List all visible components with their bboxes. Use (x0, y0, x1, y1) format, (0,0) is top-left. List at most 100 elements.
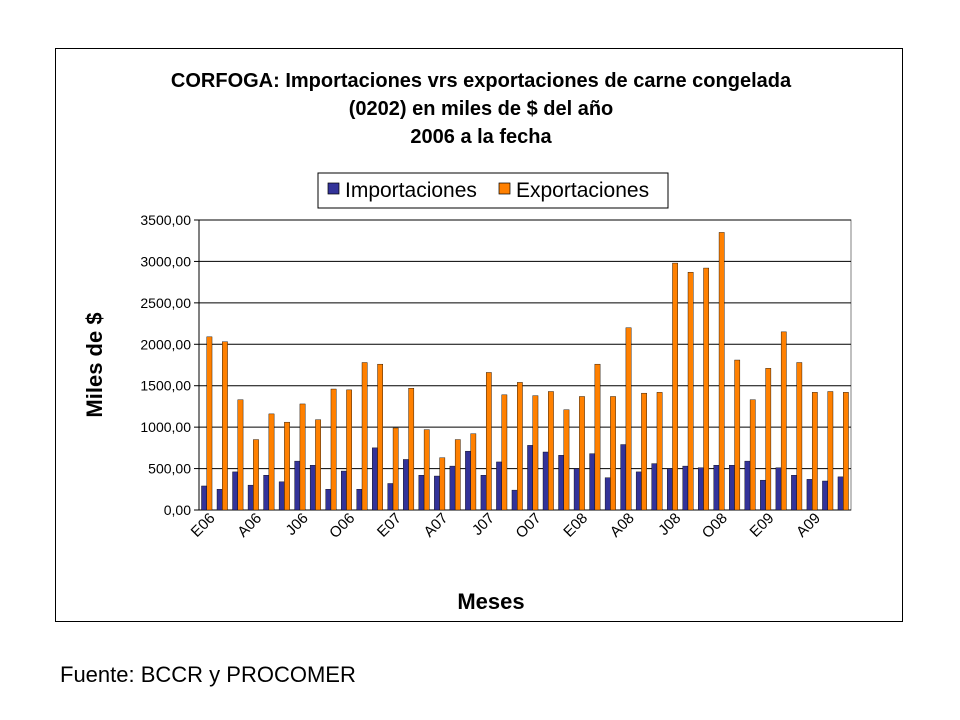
chart-title-line-3: 2006 a la fecha (410, 126, 552, 148)
bar-exportaciones (780, 331, 787, 511)
bar-importaciones (496, 461, 502, 511)
x-tick-labels: E06 A06 J06 O06 E07 A07 J07 O07 E08 A08 J08 O08 E09 A… (188, 510, 824, 542)
bar-exportaciones (454, 439, 461, 511)
bar-importaciones (604, 477, 611, 511)
bar-exportaciones (408, 388, 415, 511)
legend-label-exportaciones: Exportaciones (516, 179, 649, 202)
bar-exportaciones (765, 368, 772, 511)
bar-importaciones (434, 475, 440, 511)
bar-importaciones (822, 480, 828, 511)
source-note: Fuente: BCCR y PROCOMER (60, 662, 356, 687)
bar-importaciones (620, 444, 627, 511)
y-tick-label: 500,00 (148, 461, 191, 477)
bar-exportaciones (749, 399, 756, 511)
legend-swatch-importaciones (327, 182, 340, 195)
bar-importaciones (294, 460, 301, 511)
bar-importaciones (527, 445, 533, 511)
x-tick-label: O07 (513, 510, 545, 542)
bar-exportaciones (687, 271, 694, 511)
bar-exportaciones (672, 262, 678, 511)
y-tick-label: 2000,00 (140, 336, 191, 352)
bar-exportaciones (796, 362, 803, 511)
bar-exportaciones (718, 232, 725, 511)
bar-importaciones (278, 481, 285, 511)
bar-exportaciones (206, 336, 213, 511)
bar-exportaciones (346, 389, 352, 511)
y-tick-label: 3000,00 (140, 253, 191, 269)
y-tick-label: 2500,00 (140, 295, 191, 311)
legend-swatch-exportaciones (498, 182, 511, 195)
bar-importaciones (791, 475, 797, 511)
plot-background (198, 219, 852, 511)
y-tick-label: 3500,00 (140, 212, 191, 228)
bar-exportaciones (703, 267, 710, 511)
x-tick-label: A07 (421, 510, 452, 541)
legend-box (317, 172, 669, 209)
bar-exportaciones (423, 429, 430, 511)
x-tick-label: E06 (188, 510, 219, 541)
x-tick-label: A06 (234, 510, 265, 541)
bar-exportaciones (392, 427, 399, 511)
bar-exportaciones (237, 399, 244, 511)
bar-exportaciones (641, 392, 647, 511)
bar-importaciones (216, 489, 223, 511)
bar-importaciones (263, 475, 270, 511)
legend-label-importaciones: Importaciones (345, 179, 477, 202)
legend: Importaciones Exportaciones (317, 172, 669, 209)
bar-exportaciones (315, 419, 321, 511)
gridlines (194, 219, 851, 511)
x-axis-title: Meses (457, 589, 524, 614)
bar-importaciones (744, 460, 751, 511)
bar-exportaciones (299, 403, 306, 511)
x-tick-label: O06 (326, 510, 358, 542)
bar-exportaciones (734, 359, 741, 511)
bar-importaciones (589, 453, 596, 511)
x-tick-label: O08 (699, 510, 731, 542)
bar-importaciones (635, 471, 642, 511)
bar-exportaciones (222, 341, 228, 511)
chart-frame: CORFOGA: Importaciones vrs exportaciones… (55, 48, 903, 622)
bar-importaciones (573, 468, 580, 511)
bar-exportaciones (517, 382, 523, 511)
x-tick-label: J07 (469, 510, 498, 539)
bar-importaciones (542, 451, 549, 511)
bar-exportaciones (377, 363, 384, 511)
bar-importaciones (356, 489, 363, 511)
bar-exportaciones (268, 413, 275, 511)
y-tick-labels: 0,00 500,00 1000,00 1500,00 2000,00 2500,00 30… (140, 212, 191, 518)
bar-importaciones (682, 465, 689, 511)
bar-importaciones (418, 475, 425, 511)
bar-importaciones (340, 470, 347, 511)
x-tick-label: E08 (560, 510, 591, 541)
bar-exportaciones (361, 362, 368, 511)
bar-importaciones (511, 489, 518, 511)
bar-importaciones (325, 489, 332, 511)
bar-exportaciones (548, 391, 554, 511)
x-tick-label: E09 (747, 510, 778, 541)
bar-exportaciones (563, 409, 570, 511)
x-tick-label: A08 (607, 510, 638, 541)
chart-title-line-2: (0202) en miles de $ del año (349, 98, 614, 120)
bar-importaciones (480, 475, 487, 511)
chart-svg: CORFOGA: Importaciones vrs exportaciones… (82, 70, 852, 614)
bar-importaciones (651, 463, 658, 511)
bar-exportaciones (532, 395, 539, 511)
bar-importaciones (201, 485, 207, 511)
y-tick-label: 1500,00 (140, 378, 191, 394)
plot-area: 0,00 500,00 1000,00 1500,00 2000,00 2500,00 30… (140, 212, 852, 542)
x-tick-label: A09 (793, 510, 824, 541)
bar-exportaciones (610, 396, 616, 511)
bar-importaciones (713, 465, 720, 511)
bar-importaciones (775, 467, 782, 511)
y-axis-title: Miles de $ (82, 312, 107, 417)
bar-importaciones (387, 483, 394, 511)
bar-importaciones (666, 468, 673, 511)
bar-importaciones (558, 455, 565, 511)
bar-exportaciones (439, 457, 446, 511)
bar-importaciones (698, 467, 704, 511)
x-tick-label: J08 (655, 510, 684, 539)
bar-exportaciones (843, 392, 849, 511)
bars (201, 232, 849, 511)
bar-importaciones (309, 465, 316, 511)
bar-importaciones (232, 471, 239, 511)
